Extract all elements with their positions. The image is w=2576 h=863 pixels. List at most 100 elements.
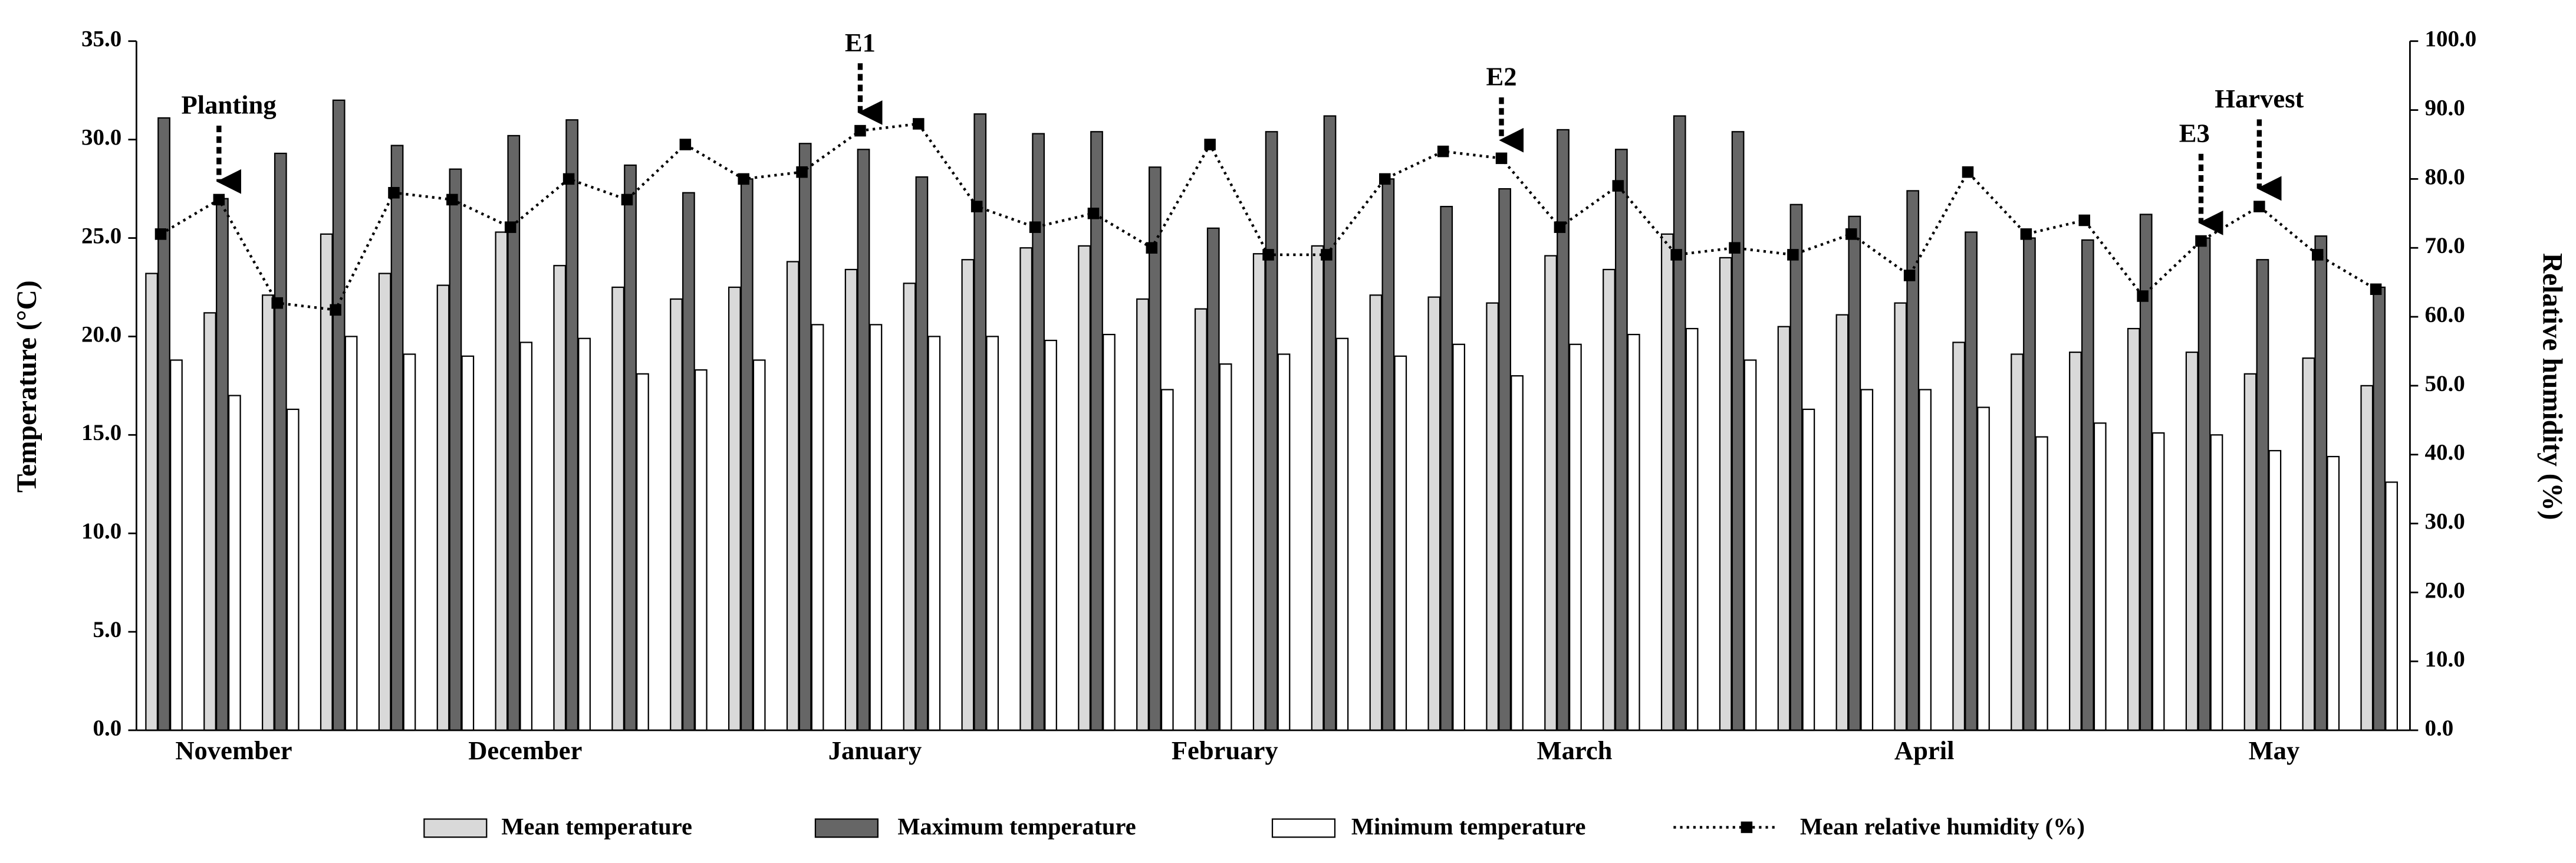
humidity-marker [1787, 249, 1799, 261]
annotation-label: E1 [845, 28, 876, 57]
bar [1603, 268, 1616, 731]
bar [857, 149, 870, 731]
bar [228, 395, 241, 731]
humidity-marker [271, 297, 283, 309]
bar [1323, 115, 1337, 731]
bar [2268, 449, 2282, 731]
bar [1103, 333, 1116, 731]
bar [2011, 353, 2024, 731]
bar [1952, 342, 1966, 731]
y-tick-label: 20.0 [81, 321, 121, 347]
legend-swatch [1271, 818, 1336, 838]
y2-tick-label: 60.0 [2424, 302, 2465, 327]
bar [1731, 131, 1745, 731]
bar [1206, 227, 1220, 731]
humidity-marker [1379, 173, 1391, 185]
bar [2081, 239, 2094, 731]
y2-tick-label: 100.0 [2424, 27, 2476, 52]
humidity-marker [2253, 201, 2265, 212]
bar [553, 265, 567, 731]
bar [1090, 131, 1103, 731]
bar [624, 164, 637, 731]
bar [1614, 149, 1628, 731]
humidity-marker [1146, 242, 1158, 254]
bar [728, 286, 741, 731]
bar [1078, 245, 1091, 731]
x-tick-label: December [468, 736, 582, 765]
bar [2314, 235, 2328, 731]
bar [961, 259, 975, 731]
bar [2035, 436, 2048, 731]
humidity-marker [1029, 221, 1041, 233]
bar [1627, 333, 1640, 731]
bar [1511, 375, 1524, 731]
bar [1719, 257, 1732, 731]
bar [1440, 205, 1453, 731]
bar [1265, 131, 1278, 731]
humidity-marker [621, 193, 633, 206]
bar [869, 324, 883, 731]
bar [344, 336, 358, 731]
legend-label: Maximum temperature [897, 813, 1136, 840]
bar [2243, 373, 2257, 731]
y-tick-label: 35.0 [81, 27, 121, 52]
bar [1394, 355, 1407, 731]
bar [740, 178, 754, 731]
bar [170, 359, 183, 731]
bar [798, 143, 812, 731]
bar [1557, 129, 1570, 731]
bar [145, 273, 159, 731]
humidity-marker [1495, 152, 1508, 165]
bar [2093, 422, 2107, 731]
bar [2197, 237, 2211, 731]
bar [1860, 389, 1874, 731]
bar [1219, 363, 1232, 731]
humidity-marker [1437, 145, 1449, 157]
bar [1427, 296, 1441, 731]
bar [1977, 406, 1990, 731]
y2-tick-label: 90.0 [2424, 96, 2465, 121]
bar [1136, 298, 1149, 731]
bar [203, 312, 216, 731]
annotation-label: Planting [182, 90, 277, 120]
bar [332, 99, 346, 731]
bar [1277, 353, 1291, 731]
bar [2327, 455, 2340, 731]
y-axis-title: Temperature (°C) [12, 280, 42, 493]
bar [2360, 385, 2374, 731]
bar [449, 168, 462, 731]
bar [670, 298, 683, 731]
humidity-marker [1321, 249, 1333, 261]
bar [2302, 357, 2315, 731]
bar [286, 408, 300, 731]
y2-tick-label: 50.0 [2424, 371, 2465, 396]
y-tick-label: 0.0 [93, 716, 122, 741]
humidity-marker [154, 228, 167, 240]
humidity-marker [1262, 249, 1274, 261]
humidity-marker [330, 304, 341, 316]
bar [811, 324, 824, 731]
y2-tick-label: 0.0 [2424, 716, 2453, 741]
bar [915, 176, 929, 731]
humidity-marker [2078, 214, 2091, 227]
legend-label: Mean temperature [501, 813, 692, 840]
humidity-marker [1204, 139, 1216, 150]
bar [1835, 314, 1849, 731]
bar [461, 355, 475, 731]
y2-tick-label: 10.0 [2424, 647, 2465, 672]
bar [1660, 233, 1674, 731]
bar [436, 284, 450, 731]
humidity-marker [1670, 249, 1682, 261]
y2-tick-label: 40.0 [2424, 440, 2465, 465]
humidity-marker [2137, 290, 2149, 302]
bar [1194, 308, 1208, 731]
humidity-marker [679, 139, 692, 150]
bar [565, 119, 579, 731]
bar [844, 268, 858, 731]
bar [519, 342, 533, 731]
y-tick-label: 5.0 [93, 617, 122, 642]
bar [2210, 434, 2223, 731]
humidity-marker [738, 173, 749, 185]
humidity-marker [796, 166, 808, 178]
